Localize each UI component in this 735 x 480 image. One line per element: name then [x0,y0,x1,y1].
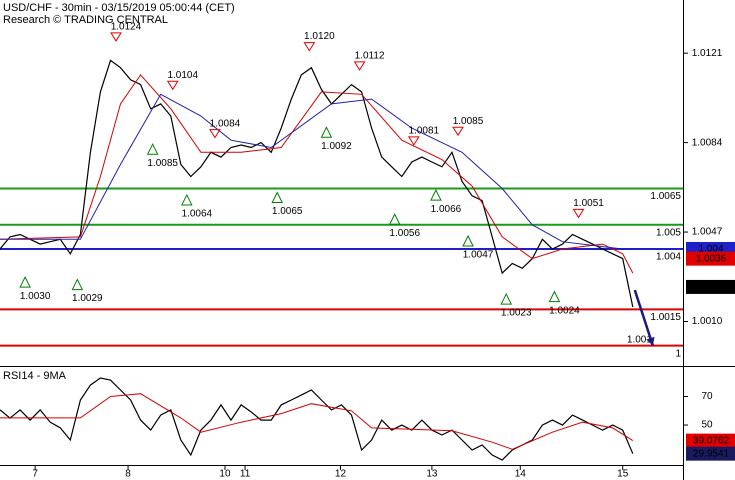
low-marker [388,213,401,225]
level-label: 1.0015 [650,312,681,323]
high-label: 1.0120 [304,31,335,42]
price-tag [686,279,735,294]
low-label: 1.0065 [272,206,303,217]
low-marker [271,191,284,204]
y-tick-label: 50 [701,420,713,431]
line-series [0,74,634,274]
low-marker [462,234,474,247]
target-arrow [633,289,655,347]
high-label: 1.0124 [111,22,142,33]
low-marker [71,278,84,291]
low-label: 1.0056 [389,228,420,239]
y-tick-label: 1.0047 [692,227,723,238]
level-label: 1.004 [656,252,681,263]
x-tick-label: 13 [426,469,438,480]
level-label: 1.005 [656,227,681,238]
high-marker [353,61,366,71]
price-tag-label: 1.004 [698,244,723,255]
x-tick-label: 8 [125,469,131,480]
line-series [0,59,634,308]
arrow-head [646,336,655,346]
low-label: 1.0085 [147,158,178,169]
x-tick-label: 11 [240,469,251,480]
price-tag-label: 1.00243 [693,282,730,293]
price-tag [686,433,735,448]
arrow-label: 1.001 [627,334,652,345]
low-label: 1.0066 [431,204,462,215]
low-label: 1.0023 [501,308,532,319]
high-marker [407,136,420,146]
price-tag-label: 39.0762 [693,435,730,446]
chart-title: USD/CHF - 30min - 03/15/2019 05:00:44 (C… [3,2,235,14]
level-label: 1 [675,348,681,359]
low-label: 1.0047 [463,250,494,261]
low-marker [500,292,513,305]
x-tick-label: 7 [32,469,38,480]
low-marker [181,193,193,206]
price-tag [686,251,735,266]
high-marker [303,42,316,52]
low-marker [146,143,159,155]
low-label: 1.0030 [20,291,51,302]
high-marker [572,208,585,219]
x-tick-label: 10 [219,469,231,480]
high-marker [166,80,179,91]
high-marker [452,126,464,137]
low-label: 1.0064 [182,209,213,220]
low-label: 1.0024 [549,305,580,316]
x-tick-label: 12 [335,469,347,480]
x-tick-label: 15 [617,469,629,480]
low-marker [320,126,333,138]
chart-subtitle: Research © TRADING CENTRAL [3,14,168,26]
x-tick-label: 14 [515,469,527,480]
high-label: 1.0085 [453,116,484,127]
high-label: 1.0084 [210,118,241,129]
high-label: 1.0081 [409,126,440,137]
low-marker [430,189,442,201]
chart-title: RSI14 - 9MA [3,370,67,382]
price-tag-label: 29.9541 [693,448,730,459]
line-series [0,393,634,450]
high-label: 1.0104 [167,70,198,81]
level-label: 1.0065 [650,191,681,202]
low-label: 1.0029 [72,293,103,304]
y-tick-label: 70 [701,391,713,402]
high-label: 1.0051 [573,198,604,209]
y-tick-label: 1.0121 [692,48,723,59]
y-tick-label: 1.0010 [692,316,723,327]
price-tag-label: 1.0036 [696,253,727,264]
low-label: 1.0092 [321,141,352,152]
low-marker [548,290,561,303]
high-marker [110,32,122,42]
price-tag [686,446,735,461]
line-series [0,93,623,250]
high-label: 1.0112 [355,51,385,62]
high-marker [209,129,221,139]
low-marker [19,276,31,288]
y-tick-label: 1.0084 [692,137,723,148]
